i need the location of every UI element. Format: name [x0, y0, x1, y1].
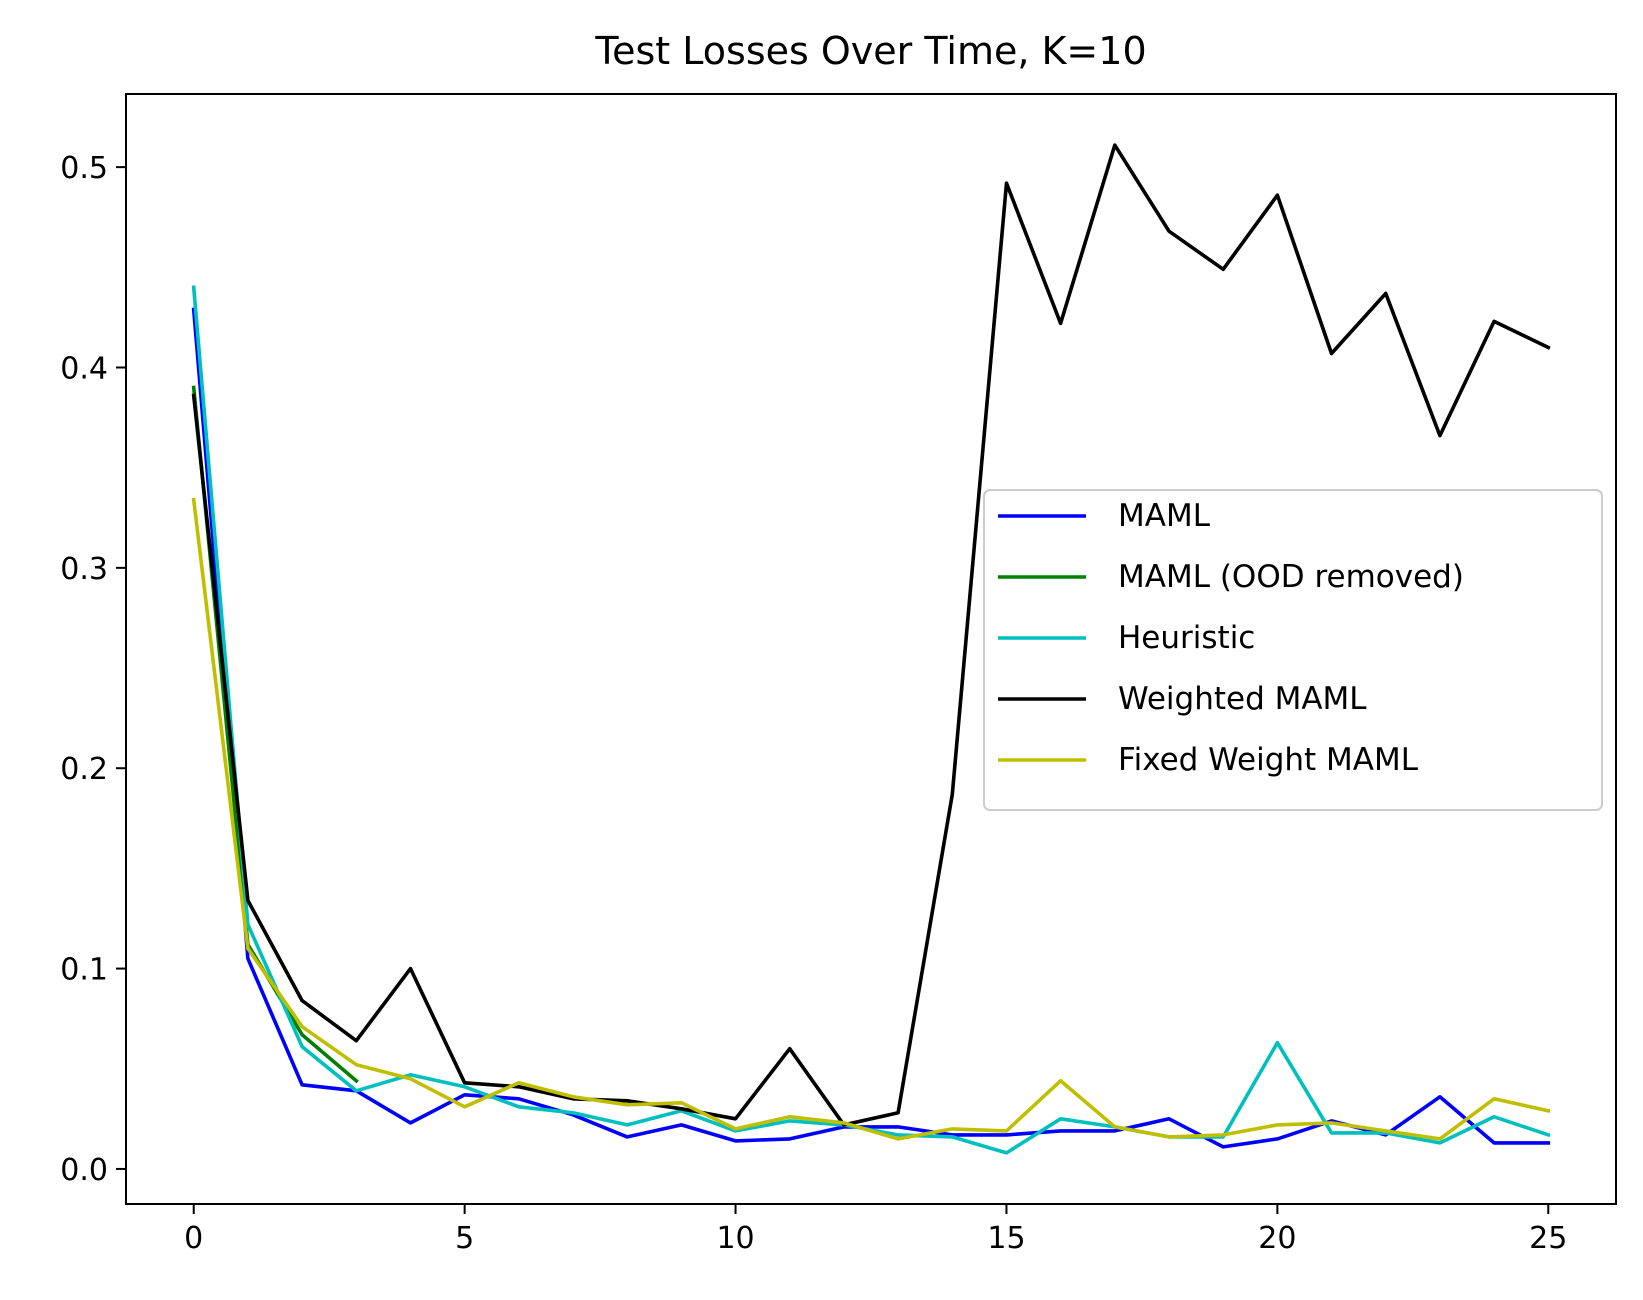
legend-box	[983, 489, 1603, 811]
y-tick-label: 0.3	[60, 552, 108, 587]
x-axis: 0 5 10 15 20 25	[184, 1204, 1567, 1256]
legend: MAML MAML (OOD removed) Heuristic Weighted …	[983, 489, 1603, 811]
y-tick-label: 0.4	[60, 351, 108, 386]
legend-label-maml-ood-removed: MAML (OOD removed)	[1118, 559, 1464, 595]
x-tick-label: 0	[184, 1221, 203, 1256]
x-tick-label: 15	[987, 1221, 1025, 1256]
y-tick-label: 0.1	[60, 953, 108, 988]
y-axis: 0.0 0.1 0.2 0.3 0.4 0.5	[60, 151, 126, 1188]
y-tick-label: 0.2	[60, 752, 108, 787]
x-tick-label: 25	[1529, 1221, 1567, 1256]
y-tick-label: 0.5	[60, 151, 108, 186]
series-line-fixed-weight-maml	[191, 497, 1551, 1141]
plot-frame	[125, 93, 1617, 1205]
legend-label-maml: MAML	[1118, 498, 1211, 534]
chart-title: Test Losses Over Time, K=10	[594, 29, 1146, 73]
legend-label-weighted-maml: Weighted MAML	[1118, 681, 1367, 717]
legend-label-heuristic: Heuristic	[1118, 620, 1255, 656]
x-tick-label: 5	[455, 1221, 474, 1256]
legend-label-fixed-weight-maml: Fixed Weight MAML	[1118, 742, 1419, 778]
x-tick-label: 20	[1258, 1221, 1296, 1256]
y-tick-label: 0.0	[60, 1153, 108, 1188]
x-tick-label: 10	[716, 1221, 754, 1256]
series-line-weighted-maml	[191, 143, 1551, 1127]
series-lines	[191, 143, 1551, 1155]
